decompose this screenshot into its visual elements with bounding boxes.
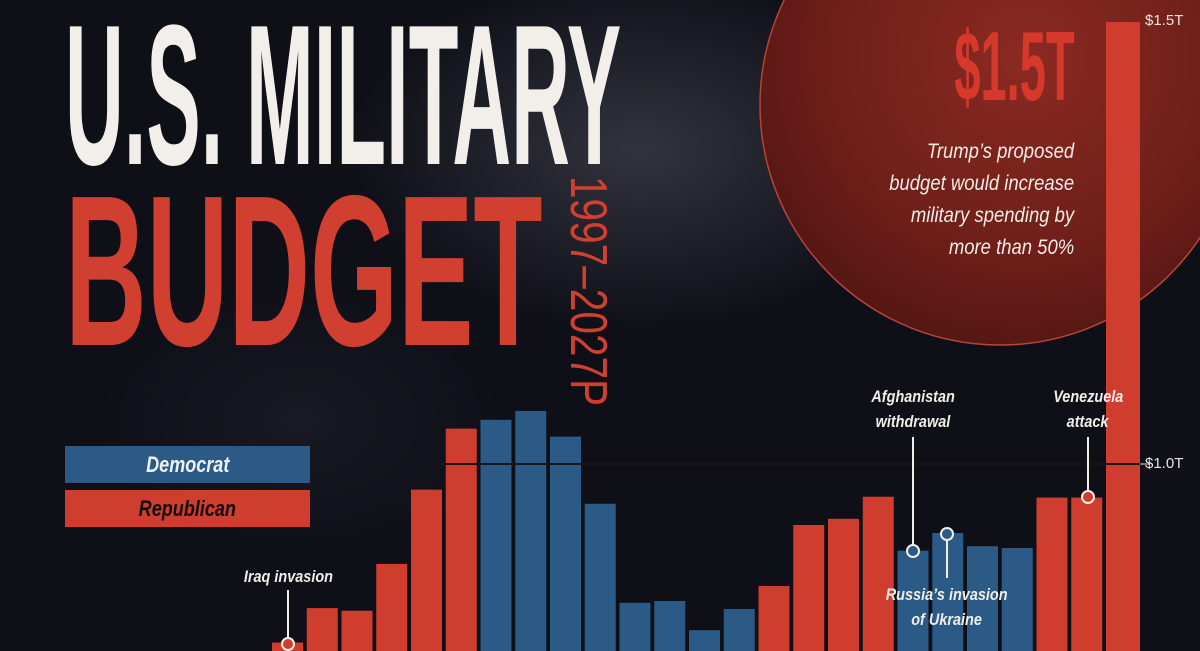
bar-2014 <box>654 601 686 651</box>
legend-democrat-label: Democrat <box>145 451 230 477</box>
russia-marker <box>940 527 954 541</box>
annotation-russia-line2: of Ukraine <box>911 610 983 629</box>
annotation-russia: Russia’s invasion of Ukraine <box>862 582 1032 632</box>
annotation-afghanistan-line2: withdrawal <box>875 412 951 431</box>
annotation-iraq-text: Iraq invasion <box>243 567 333 586</box>
annotation-iraq: Iraq invasion <box>218 564 358 589</box>
annotation-venezuela-line1: Venezuela <box>1052 387 1124 406</box>
title-years: 1997–2027P <box>559 176 617 407</box>
callout-circle <box>759 0 1200 346</box>
bar-2006 <box>376 563 408 651</box>
bar-2024 <box>1001 547 1033 651</box>
callout-value: $1.5T <box>954 11 1075 121</box>
bar-2020 <box>862 496 894 651</box>
bar-2013 <box>619 602 651 651</box>
callout-line: budget would increase <box>889 172 1074 195</box>
callout-line: military spending by <box>910 204 1074 227</box>
bar-2009 <box>480 419 512 651</box>
bar-2015 <box>689 630 720 651</box>
bar-2023 <box>967 546 998 651</box>
bar-2016 <box>723 608 755 651</box>
title-line1: U.S. MILITARY <box>65 0 622 207</box>
bar-2018 <box>793 524 825 651</box>
bar-2019 <box>828 518 859 651</box>
bar-2025 <box>1036 497 1068 651</box>
legend-republican-label: Republican <box>138 495 237 521</box>
bar-2021 <box>897 550 929 651</box>
annotation-russia-line1: Russia’s invasion <box>886 585 1008 604</box>
iraq-marker <box>281 637 295 651</box>
bar-2008 <box>445 428 477 651</box>
bar-2012 <box>584 503 616 651</box>
bar-2010 <box>515 410 547 651</box>
bars-group <box>272 22 1140 651</box>
bar-2004 <box>306 608 338 651</box>
title-line2: BUDGET <box>65 150 543 391</box>
afghanistan-marker <box>906 544 920 558</box>
callout-text: Trump’s proposed budget would increase m… <box>864 136 1074 264</box>
callout-line: more than 50% <box>948 236 1074 259</box>
bar-2005 <box>341 610 373 651</box>
bar-2026 <box>1071 497 1103 651</box>
bar-2027P <box>1106 22 1140 651</box>
venezuela-marker <box>1081 490 1095 504</box>
annotation-venezuela-line2: attack <box>1067 412 1109 431</box>
annotation-afghanistan-line1: Afghanistan <box>871 387 955 406</box>
legend-republican: Republican <box>65 490 310 527</box>
bar-2007 <box>411 489 442 651</box>
annotation-lines <box>287 437 1089 638</box>
bar-2017 <box>758 585 790 651</box>
annotation-afghanistan: Afghanistan withdrawal <box>853 384 973 434</box>
annotation-venezuela: Venezuela attack <box>1028 384 1148 434</box>
legend-democrat: Democrat <box>65 446 310 483</box>
callout-line: Trump’s proposed <box>926 140 1074 163</box>
y-tick-1-5t: $1.5T <box>1145 12 1184 29</box>
bar-2011 <box>550 436 581 651</box>
y-tick-1-0t: $1.0T <box>1145 455 1184 472</box>
